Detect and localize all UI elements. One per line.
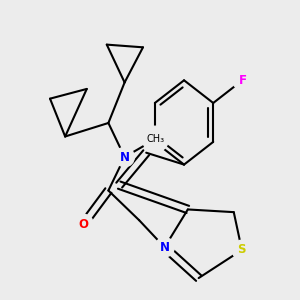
Text: CH₃: CH₃	[146, 134, 164, 144]
Text: O: O	[79, 218, 88, 230]
Circle shape	[142, 126, 168, 152]
Text: N: N	[160, 241, 170, 254]
Text: F: F	[238, 74, 246, 87]
Text: S: S	[238, 244, 246, 256]
Circle shape	[233, 70, 252, 90]
Circle shape	[115, 147, 134, 167]
Circle shape	[232, 240, 252, 260]
Circle shape	[74, 214, 93, 234]
Circle shape	[155, 238, 174, 257]
Text: N: N	[120, 151, 130, 164]
